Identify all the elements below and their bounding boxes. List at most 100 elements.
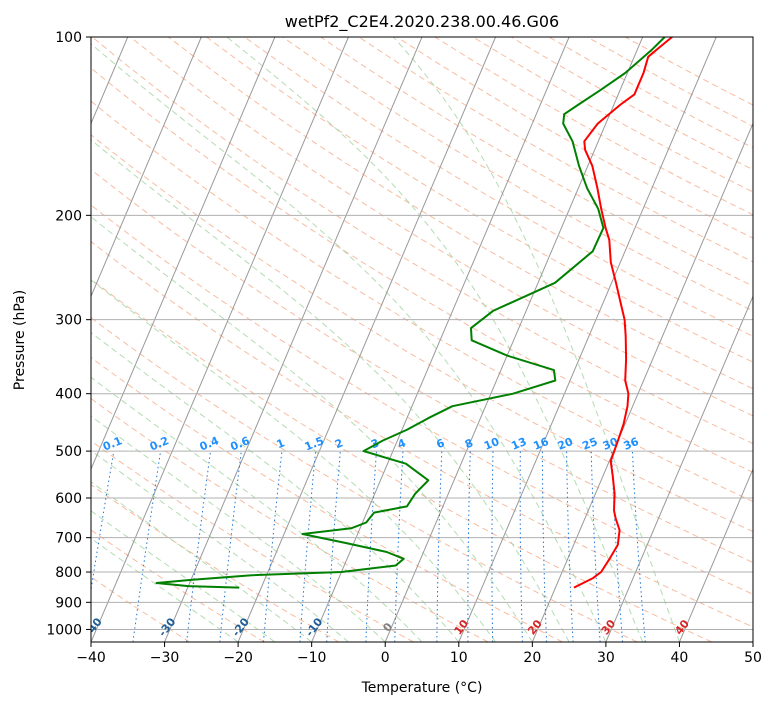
y-tick-label: 1000 xyxy=(46,622,82,638)
isotherm-line xyxy=(678,467,753,642)
moist-adiabat-line xyxy=(91,449,349,642)
moist-adiabat-line xyxy=(226,37,644,642)
y-tick-label: 800 xyxy=(55,565,82,581)
dry-adiabat-line xyxy=(358,37,753,263)
dry-adiabat-line xyxy=(91,241,753,628)
isotherm-line xyxy=(237,37,497,642)
moist-adiabat-line xyxy=(91,43,607,642)
series-layer xyxy=(155,37,673,589)
dry-adiabat-line xyxy=(434,37,753,216)
moist-adiabat-line xyxy=(91,376,423,642)
mixing-ratio-label: 16 xyxy=(532,435,551,453)
x-tick-label: 0 xyxy=(381,650,390,666)
dry-adiabat-line xyxy=(282,37,753,312)
mixing-ratio-line xyxy=(186,451,211,642)
mixing-ratio-line xyxy=(519,451,523,642)
dry-adiabat-line xyxy=(91,397,489,642)
mixing-ratio-label: 25 xyxy=(580,435,599,453)
annotation-layer: 0.10.20.40.611.52346810131620253036-100-… xyxy=(9,434,692,639)
mixing-ratio-line xyxy=(541,451,548,642)
isotherm-line xyxy=(91,37,202,298)
mixing-ratio-line xyxy=(326,451,341,642)
x-tick-label: −40 xyxy=(76,650,106,666)
isotherm-line xyxy=(605,295,753,642)
y-tick-label: 900 xyxy=(55,595,82,611)
mixing-ratio-line xyxy=(590,451,601,642)
isotherm-line xyxy=(311,37,570,642)
x-tick-label: 50 xyxy=(744,650,762,666)
mixing-ratio-line xyxy=(491,451,494,642)
dry-adiabat-label: -30 xyxy=(156,615,179,639)
y-tick-label: 100 xyxy=(55,30,82,46)
dry-adiabat-line xyxy=(129,37,753,417)
dry-adiabat-line xyxy=(91,356,563,642)
x-tick-label: 10 xyxy=(450,650,468,666)
dry-adiabat-line xyxy=(548,37,753,149)
mixing-ratio-label: 0.4 xyxy=(198,434,221,453)
mixing-ratio-line xyxy=(611,451,624,642)
mixing-ratio-line xyxy=(467,451,471,642)
dry-adiabat-line xyxy=(206,37,753,363)
dewpoint-profile-line xyxy=(155,37,666,589)
y-tick-label: 700 xyxy=(55,531,82,547)
x-tick-label: 20 xyxy=(523,650,541,666)
dry-adiabat-line xyxy=(91,168,753,564)
moist-adiabat-line xyxy=(393,37,680,642)
moist-adiabat-line xyxy=(91,331,460,642)
mixing-ratio-label: 36 xyxy=(622,435,641,453)
mixing-ratio-line xyxy=(299,451,317,642)
dry-adiabat-label: -20 xyxy=(230,615,253,639)
x-tick-label: −20 xyxy=(223,650,253,666)
mixing-ratio-line xyxy=(566,451,574,642)
dry-adiabat-label: -50 xyxy=(9,615,32,639)
x-tick-label: −30 xyxy=(150,650,180,666)
dry-adiabat-label: -40 xyxy=(82,615,105,639)
dry-adiabat-line xyxy=(91,576,190,642)
isotherm-line xyxy=(458,37,717,642)
mixing-ratio-label: 20 xyxy=(556,435,575,453)
moist-adiabat-line xyxy=(91,216,533,642)
x-tick-label: 30 xyxy=(597,650,615,666)
mixing-ratio-label: 2 xyxy=(333,436,345,451)
mixing-ratio-line xyxy=(394,451,404,642)
dry-adiabat-line xyxy=(91,100,753,503)
isotherm-line xyxy=(164,37,423,642)
dry-adiabat-line xyxy=(91,278,713,642)
moist-adiabat-line xyxy=(91,481,313,642)
dry-adiabat-line xyxy=(91,134,753,533)
moist-adiabat-line xyxy=(91,415,386,642)
mixing-ratio-line xyxy=(365,451,377,642)
isotherm-line xyxy=(384,37,644,642)
mixing-ratio-label: 8 xyxy=(463,436,475,451)
grid-layer xyxy=(91,37,753,642)
y-tick-label: 600 xyxy=(55,491,82,507)
isotherm-line xyxy=(531,122,753,642)
dry-adiabat-line xyxy=(91,529,265,642)
moist-adiabat-line xyxy=(91,279,497,642)
mixing-ratio-label: 1 xyxy=(275,436,287,451)
dry-adiabat-line xyxy=(91,204,753,595)
mixing-ratio-line xyxy=(91,451,115,593)
moist-adiabat-line xyxy=(91,510,276,642)
mixing-ratio-line xyxy=(219,451,242,642)
mixing-ratio-label: 10 xyxy=(482,435,501,453)
dry-adiabat-line xyxy=(244,37,753,337)
isotherm-line xyxy=(91,37,276,471)
dry-adiabat-line xyxy=(91,484,340,642)
mixing-ratio-line xyxy=(631,451,646,642)
mixing-ratio-line xyxy=(132,451,162,642)
mixing-ratio-line xyxy=(263,451,283,642)
moist-adiabat-line xyxy=(91,537,239,642)
x-tick-label: −10 xyxy=(297,650,327,666)
plot-frame xyxy=(90,36,754,643)
mixing-ratio-label: 13 xyxy=(509,435,528,453)
dry-adiabat-line xyxy=(510,37,753,171)
y-axis-label: Pressure (hPa) xyxy=(12,290,28,390)
isotherm-line xyxy=(752,640,753,642)
x-axis-label: Temperature (°C) xyxy=(361,680,483,696)
dry-adiabat-label: -10 xyxy=(303,615,326,639)
dry-adiabat-line xyxy=(91,37,753,445)
ticks-layer: −40 −30 −20 −10 0 10 20 30 40 50 100 200 300 400 500 60… xyxy=(46,30,762,666)
temperature-profile-line xyxy=(573,37,673,589)
